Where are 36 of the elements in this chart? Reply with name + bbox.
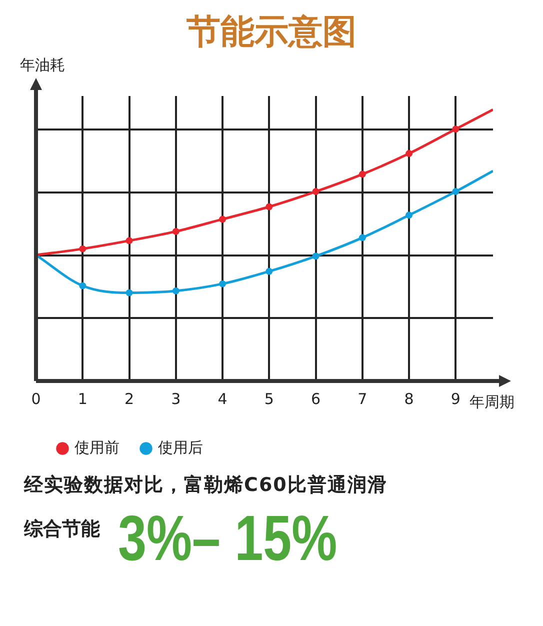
point bbox=[312, 188, 320, 196]
x-tick-label: 9 bbox=[450, 390, 460, 408]
point bbox=[126, 237, 133, 244]
text: 综合节能 bbox=[24, 517, 100, 542]
x-tick-label: 1 bbox=[78, 390, 88, 408]
x-tick-label: 8 bbox=[404, 390, 414, 408]
point bbox=[358, 170, 366, 178]
point bbox=[406, 150, 413, 158]
point bbox=[172, 287, 180, 294]
y-axis-title: 年油耗 bbox=[20, 56, 65, 74]
point bbox=[452, 188, 460, 196]
x-tick-label: 3 bbox=[171, 390, 181, 408]
point bbox=[312, 252, 320, 260]
text: 3%– 15% bbox=[118, 501, 338, 576]
point bbox=[406, 212, 413, 219]
x-tick-label: 0 bbox=[31, 390, 41, 408]
x-tick-label: 4 bbox=[218, 390, 228, 408]
text: 经实验数据对比，富勒烯C60比普通润滑 bbox=[24, 473, 388, 498]
chart-title: 节能示意图 bbox=[186, 11, 358, 54]
x-axis-title: 年周期 bbox=[470, 392, 515, 411]
point bbox=[172, 228, 180, 235]
x-tick-label: 6 bbox=[311, 390, 321, 408]
point bbox=[126, 289, 133, 296]
x-tick-label: 2 bbox=[124, 390, 134, 408]
point bbox=[79, 282, 86, 290]
legend-label: 使用后 bbox=[158, 438, 203, 456]
x-tick-label: 7 bbox=[358, 390, 368, 408]
point bbox=[266, 268, 273, 275]
point bbox=[266, 203, 273, 210]
point bbox=[452, 126, 460, 133]
point bbox=[219, 216, 226, 223]
x-tick-label: 5 bbox=[264, 390, 274, 408]
legend-label: 使用前 bbox=[74, 438, 120, 456]
point bbox=[219, 280, 226, 288]
point bbox=[79, 245, 86, 252]
point bbox=[358, 234, 366, 242]
